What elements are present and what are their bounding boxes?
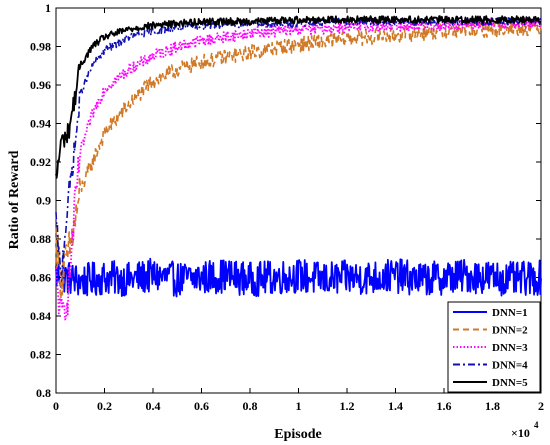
y-axis-label: Ratio of Reward — [7, 150, 22, 249]
y-tick-label: 0.82 — [30, 348, 51, 362]
series-line-dnn-1 — [55, 257, 542, 298]
legend-label: DNN=3 — [492, 342, 528, 354]
legend-box — [447, 301, 541, 393]
legend-label: DNN=2 — [492, 325, 528, 337]
y-tick-label: 0.98 — [30, 40, 51, 54]
y-tick-label: 0.96 — [30, 78, 51, 92]
y-tick-label: 0.8 — [36, 386, 51, 400]
y-axis-ticks: 0.8 0.82 0.84 0.86 0.88 0.9 0.92 0.94 0.96 0.98 1 — [30, 1, 541, 400]
legend: DNN=1 DNN=2 DNN=3 DNN=4 DNN=5 — [447, 301, 541, 393]
x-tick-label: 0.2 — [97, 399, 112, 413]
legend-label: DNN=5 — [492, 377, 528, 389]
legend-items: DNN=1 DNN=2 DNN=3 DNN=4 DNN=5 — [453, 307, 528, 389]
x-axis-ticks: 0 0.2 0.4 0.6 0.8 1 1.2 1.4 1.6 1.8 2 — [53, 8, 544, 413]
y-tick-label: 0.88 — [30, 232, 51, 246]
legend-label: DNN=4 — [492, 360, 528, 372]
x-axis-multiplier-exponent: 4 — [534, 420, 539, 430]
y-tick-label: 1 — [45, 1, 51, 15]
x-tick-label: 0 — [53, 399, 59, 413]
y-tick-label: 0.86 — [30, 271, 51, 285]
x-tick-label: 0.4 — [146, 399, 161, 413]
series-line-dnn-5 — [55, 15, 542, 179]
x-tick-label: 1.2 — [340, 399, 355, 413]
series-line-dnn-3 — [55, 16, 542, 321]
x-axis-label: Episode — [274, 427, 321, 442]
legend-label: DNN=1 — [492, 307, 528, 319]
x-tick-label: 1.8 — [485, 399, 500, 413]
x-tick-label: 1.6 — [437, 399, 452, 413]
x-tick-label: 2 — [538, 399, 544, 413]
x-tick-label: 0.6 — [194, 399, 209, 413]
x-tick-label: 1 — [296, 399, 302, 413]
x-tick-label: 1.4 — [388, 399, 403, 413]
y-tick-label: 0.92 — [30, 155, 51, 169]
y-tick-label: 0.84 — [30, 309, 51, 323]
x-tick-label: 0.8 — [243, 399, 258, 413]
y-tick-label: 0.94 — [30, 117, 51, 131]
series-layer — [55, 15, 542, 321]
series-line-dnn-2 — [55, 19, 542, 300]
y-tick-label: 0.9 — [36, 194, 51, 208]
x-axis-multiplier: ×10 — [511, 426, 530, 440]
